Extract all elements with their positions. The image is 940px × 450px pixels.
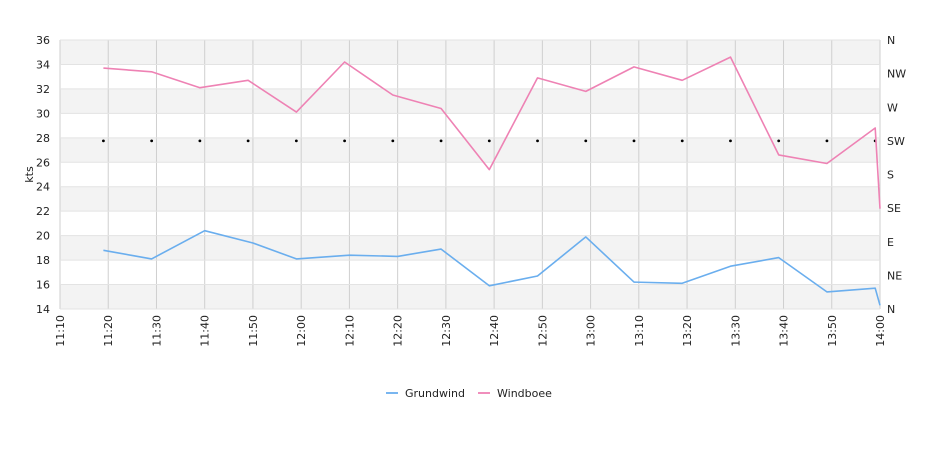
x-tick-label: 12:50	[536, 315, 549, 347]
direction-marker	[198, 139, 202, 143]
direction-marker	[729, 139, 732, 143]
direction-marker	[632, 139, 636, 143]
y-tick-label: 24	[36, 181, 50, 194]
direction-marker	[246, 139, 250, 143]
x-tick-label: 13:30	[729, 315, 742, 347]
direction-marker	[391, 139, 395, 143]
x-tick-label: 13:20	[681, 315, 694, 347]
direction-marker	[825, 139, 829, 143]
legend-label: Grundwind	[405, 387, 465, 400]
plot-band	[60, 186, 880, 212]
y-tick-label: 30	[36, 107, 50, 120]
x-axis-ticks: 11:10 11:20 11:30 11:40 11:50 12:00 12:10 12:20…	[54, 315, 887, 347]
x-tick-label: 12:20	[392, 315, 405, 347]
y-tick-label: 36	[36, 34, 50, 47]
y-axis-title: kts	[23, 166, 36, 183]
series-line-windboee	[103, 56, 881, 209]
right-axis-ticks: N NE E SE S SW W NW N	[887, 34, 906, 316]
right-axis-tick-label: SE	[887, 202, 901, 215]
direction-marker	[102, 139, 105, 143]
plot-bands	[60, 40, 880, 309]
x-tick-label: 11:30	[150, 315, 163, 347]
plot-band	[60, 40, 880, 65]
y-tick-label: 22	[36, 205, 50, 218]
x-tick-label: 12:30	[440, 315, 453, 347]
plot-band	[60, 284, 880, 309]
y-axis-ticks: 14 16 18 20 22 24 26 28 30 32 34 36	[36, 34, 50, 316]
y-tick-label: 32	[36, 83, 50, 96]
y-tick-label: 14	[36, 303, 50, 316]
right-axis-tick-label: W	[887, 101, 898, 114]
direction-marker	[536, 139, 539, 143]
legend-item[interactable]: Grundwind	[386, 387, 465, 400]
right-axis-tick-label: N	[887, 34, 895, 47]
vertical-gridlines	[59, 40, 881, 309]
x-tick-label: 13:40	[778, 315, 791, 347]
right-axis-tick-label: N	[887, 303, 895, 316]
y-tick-label: 20	[36, 230, 50, 243]
plot-band	[60, 88, 880, 114]
legend: Grundwind Windboee	[386, 387, 552, 400]
series-line-grundwind	[103, 229, 881, 306]
direction-marker	[343, 139, 346, 143]
plot-band	[60, 137, 880, 163]
right-axis-tick-label: SW	[887, 135, 905, 148]
x-tick-label: 13:50	[826, 315, 839, 347]
legend-label: Windboee	[497, 387, 552, 400]
right-axis-tick-label: NE	[887, 269, 902, 282]
x-tick-label: 14:00	[874, 315, 887, 347]
direction-marker	[294, 139, 298, 143]
right-axis-tick-label: S	[887, 169, 894, 182]
direction-marker	[584, 139, 588, 143]
direction-marker	[150, 139, 154, 143]
x-tick-label: 13:10	[633, 315, 646, 347]
legend-item[interactable]: Windboee	[478, 387, 552, 400]
x-tick-label: 11:10	[54, 315, 67, 347]
x-tick-label: 13:00	[585, 315, 598, 347]
direction-marker	[487, 139, 491, 143]
y-tick-label: 34	[36, 58, 50, 71]
y-tick-label: 16	[36, 279, 50, 292]
series-lines	[103, 56, 881, 306]
right-axis-tick-label: NW	[887, 68, 906, 81]
y-tick-label: 28	[36, 132, 50, 145]
direction-marker	[777, 139, 781, 143]
x-tick-label: 12:40	[488, 315, 501, 347]
horizontal-gridlines	[60, 39, 880, 310]
x-tick-label: 11:50	[247, 315, 260, 347]
x-tick-label: 12:10	[343, 315, 356, 347]
right-axis-tick-label: E	[887, 236, 894, 249]
y-tick-label: 18	[36, 254, 50, 267]
y-tick-label: 26	[36, 156, 50, 169]
x-tick-label: 11:40	[199, 315, 212, 347]
x-tick-label: 11:20	[102, 315, 115, 347]
x-tick-label: 12:00	[295, 315, 308, 347]
direction-marker	[439, 139, 443, 143]
direction-marker	[680, 139, 684, 143]
plot-band	[60, 235, 880, 261]
